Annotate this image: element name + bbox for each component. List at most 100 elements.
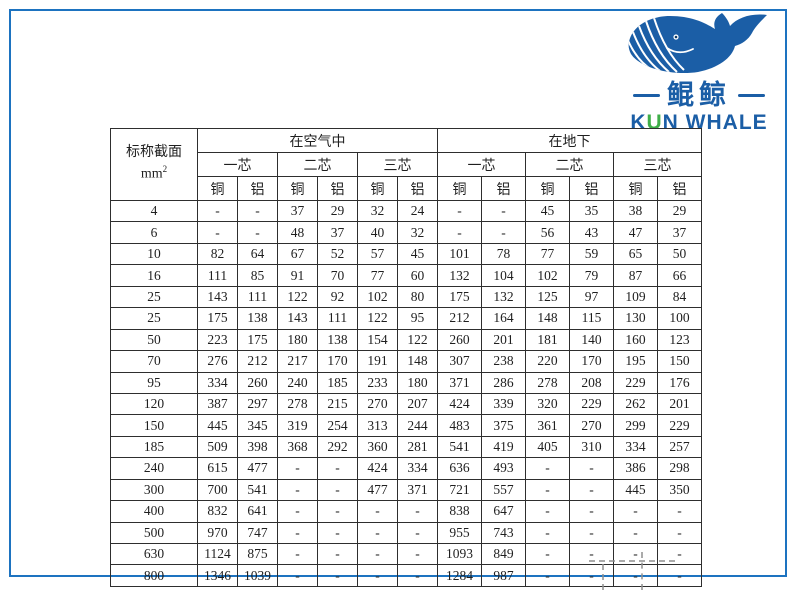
value-cell: 955	[437, 521, 482, 545]
row-section-cell: 120	[110, 392, 198, 416]
value-cell: 832	[197, 500, 238, 523]
value-cell: -	[197, 221, 238, 244]
value-cell: 405	[525, 435, 570, 459]
value-cell: -	[317, 564, 358, 587]
value-cell: -	[317, 457, 358, 480]
whale-icon	[610, 12, 788, 80]
value-cell: 229	[656, 414, 703, 437]
value-cell: 509	[197, 435, 238, 459]
value-cell: -	[357, 542, 398, 566]
material-header: 铝	[237, 176, 278, 201]
value-cell: 111	[317, 307, 358, 330]
value-cell: 52	[317, 242, 358, 266]
corner-line2: mm2	[140, 164, 168, 182]
value-cell: 84	[656, 285, 703, 309]
value-cell: 60	[397, 264, 438, 287]
watermark-dash-vertical-2	[641, 552, 643, 590]
value-cell: 59	[569, 242, 614, 266]
value-cell: 254	[317, 414, 358, 437]
corner-line1: 标称截面	[126, 145, 182, 161]
value-cell: 48	[277, 221, 318, 244]
value-cell: 138	[237, 307, 278, 330]
value-cell: 104	[481, 264, 526, 287]
value-cell: 286	[481, 371, 526, 394]
value-cell: 1093	[437, 542, 482, 566]
value-cell: -	[569, 500, 614, 523]
value-cell: 65	[613, 242, 658, 266]
material-header: 铜	[525, 176, 570, 201]
value-cell: 477	[237, 457, 278, 480]
table-row: 500 970 747- - - -955 743- - - -	[110, 521, 703, 545]
value-cell: 838	[437, 500, 482, 523]
value-cell: -	[397, 500, 438, 523]
header-row-materials: 铜 铝 铜 铝 铜 铝 铜 铝 铜 铝 铜 铝	[111, 176, 703, 201]
value-cell: 43	[569, 221, 614, 244]
value-cell: 45	[397, 242, 438, 266]
value-cell: 375	[481, 414, 526, 437]
value-cell: 79	[569, 264, 614, 287]
value-cell: -	[317, 500, 358, 523]
value-cell: 320	[525, 392, 570, 416]
value-cell: 217	[277, 350, 318, 373]
value-cell: -	[277, 521, 318, 545]
value-cell: 419	[481, 435, 526, 459]
value-cell: -	[317, 521, 358, 545]
value-cell: 92	[317, 285, 358, 309]
value-cell: 212	[237, 350, 278, 373]
value-cell: 201	[481, 328, 526, 352]
value-cell: 641	[237, 500, 278, 523]
row-section-cell: 240	[110, 457, 198, 480]
value-cell: 170	[317, 350, 358, 373]
value-cell: 66	[656, 264, 703, 287]
row-section-cell: 4	[110, 199, 198, 223]
value-cell: 240	[277, 371, 318, 394]
value-cell: 70	[317, 264, 358, 287]
value-cell: 1346	[197, 564, 238, 587]
value-cell: -	[277, 500, 318, 523]
value-cell: 424	[437, 392, 482, 416]
value-cell: 143	[197, 285, 238, 309]
material-header: 铝	[317, 176, 358, 201]
value-cell: 45	[525, 199, 570, 223]
value-cell: 270	[357, 392, 398, 416]
value-cell: 292	[317, 435, 358, 459]
material-header: 铜	[277, 176, 318, 201]
table-body: 4- -37 29 32 24- -45 35 38 29 6- -48 37 40 32- -56 43 47…	[110, 199, 703, 587]
value-cell: 97	[569, 285, 614, 309]
value-cell: 102	[357, 285, 398, 309]
core-header: 一芯	[197, 152, 278, 177]
value-cell: 111	[237, 285, 278, 309]
value-cell: 78	[481, 242, 526, 266]
value-cell: 85	[237, 264, 278, 287]
value-cell: 138	[317, 328, 358, 352]
value-cell: 185	[317, 371, 358, 394]
value-cell: 636	[437, 457, 482, 480]
value-cell: 148	[525, 307, 570, 330]
value-cell: 743	[481, 521, 526, 545]
value-cell: 148	[397, 350, 438, 373]
value-cell: -	[277, 457, 318, 480]
value-cell: 1124	[197, 542, 238, 566]
row-section-cell: 25	[110, 285, 198, 309]
table-row: 240 615 477- -424 334 636 493- -386 298	[110, 457, 703, 480]
value-cell: 40	[357, 221, 398, 244]
value-cell: 223	[197, 328, 238, 352]
value-cell: -	[317, 542, 358, 566]
table-row: 185 509 398 368 292 360 281 541 419 405 310 334 257	[110, 435, 703, 459]
value-cell: 278	[277, 392, 318, 416]
value-cell: 208	[569, 371, 614, 394]
value-cell: 424	[357, 457, 398, 480]
table-row: 95 334 260 240 185 233 180 371 286 278 208 229 176	[110, 371, 703, 394]
value-cell: -	[613, 521, 658, 545]
value-cell: 541	[437, 435, 482, 459]
value-cell: -	[237, 199, 278, 223]
group-header-air: 在空气中	[197, 128, 438, 153]
table-row: 10 82 64 67 52 57 45 101 78 77 59 65 50	[110, 242, 703, 266]
value-cell: 122	[357, 307, 398, 330]
value-cell: 281	[397, 435, 438, 459]
value-cell: 297	[237, 392, 278, 416]
row-section-cell: 95	[110, 371, 198, 394]
value-cell: 238	[481, 350, 526, 373]
value-cell: 445	[613, 478, 658, 502]
